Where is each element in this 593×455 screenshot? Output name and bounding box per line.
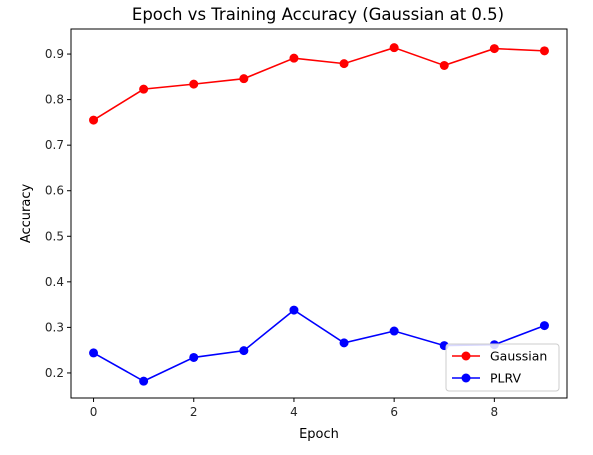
series-gaussian [89, 43, 549, 125]
data-point [189, 352, 199, 362]
y-tick-label: 0.6 [45, 184, 64, 198]
y-tick-label: 0.2 [45, 366, 64, 380]
legend-label: Gaussian [490, 349, 547, 364]
y-tick-label: 0.4 [45, 275, 64, 289]
data-point [139, 84, 149, 94]
data-point [539, 46, 549, 56]
data-point [139, 376, 149, 386]
data-point [339, 338, 349, 348]
legend-marker [461, 351, 471, 361]
data-point [339, 59, 349, 69]
data-point [239, 346, 249, 356]
data-point [439, 60, 449, 70]
y-tick-label: 0.9 [45, 47, 64, 61]
x-tick-label: 4 [290, 405, 298, 419]
x-tick-label: 2 [190, 405, 198, 419]
data-point [289, 305, 299, 315]
chart-title: Epoch vs Training Accuracy (Gaussian at … [132, 5, 504, 24]
data-point [389, 326, 399, 336]
data-point [89, 115, 99, 125]
legend-label: PLRV [490, 371, 522, 386]
legend-marker [461, 373, 471, 383]
y-tick-label: 0.8 [45, 93, 64, 107]
data-point [489, 44, 499, 54]
y-tick-label: 0.3 [45, 320, 64, 334]
data-point [389, 43, 399, 53]
y-axis-title: Accuracy [19, 184, 34, 244]
legend-entry: PLRV [452, 371, 522, 386]
data-point [539, 321, 549, 331]
data-point [289, 53, 299, 63]
legend: Gaussian PLRV [445, 343, 560, 392]
x-tick-label: 8 [491, 405, 499, 419]
series-line [93, 46, 545, 121]
y-axis-ticks: 0.2 0.3 0.4 0.5 0.6 0.7 0.8 0.9 [45, 47, 71, 380]
legend-entry: Gaussian [452, 349, 547, 364]
data-point [89, 348, 99, 358]
x-axis-ticks: 0 2 4 6 8 [90, 398, 498, 419]
x-tick-label: 0 [90, 405, 98, 419]
y-tick-label: 0.5 [45, 229, 64, 243]
data-point [239, 74, 249, 84]
x-axis-title: Epoch [299, 427, 339, 442]
plot-area-frame [70, 28, 568, 399]
x-tick-label: 6 [390, 405, 398, 419]
y-tick-label: 0.7 [45, 138, 64, 152]
data-point [189, 79, 199, 89]
series-layer [89, 43, 549, 386]
